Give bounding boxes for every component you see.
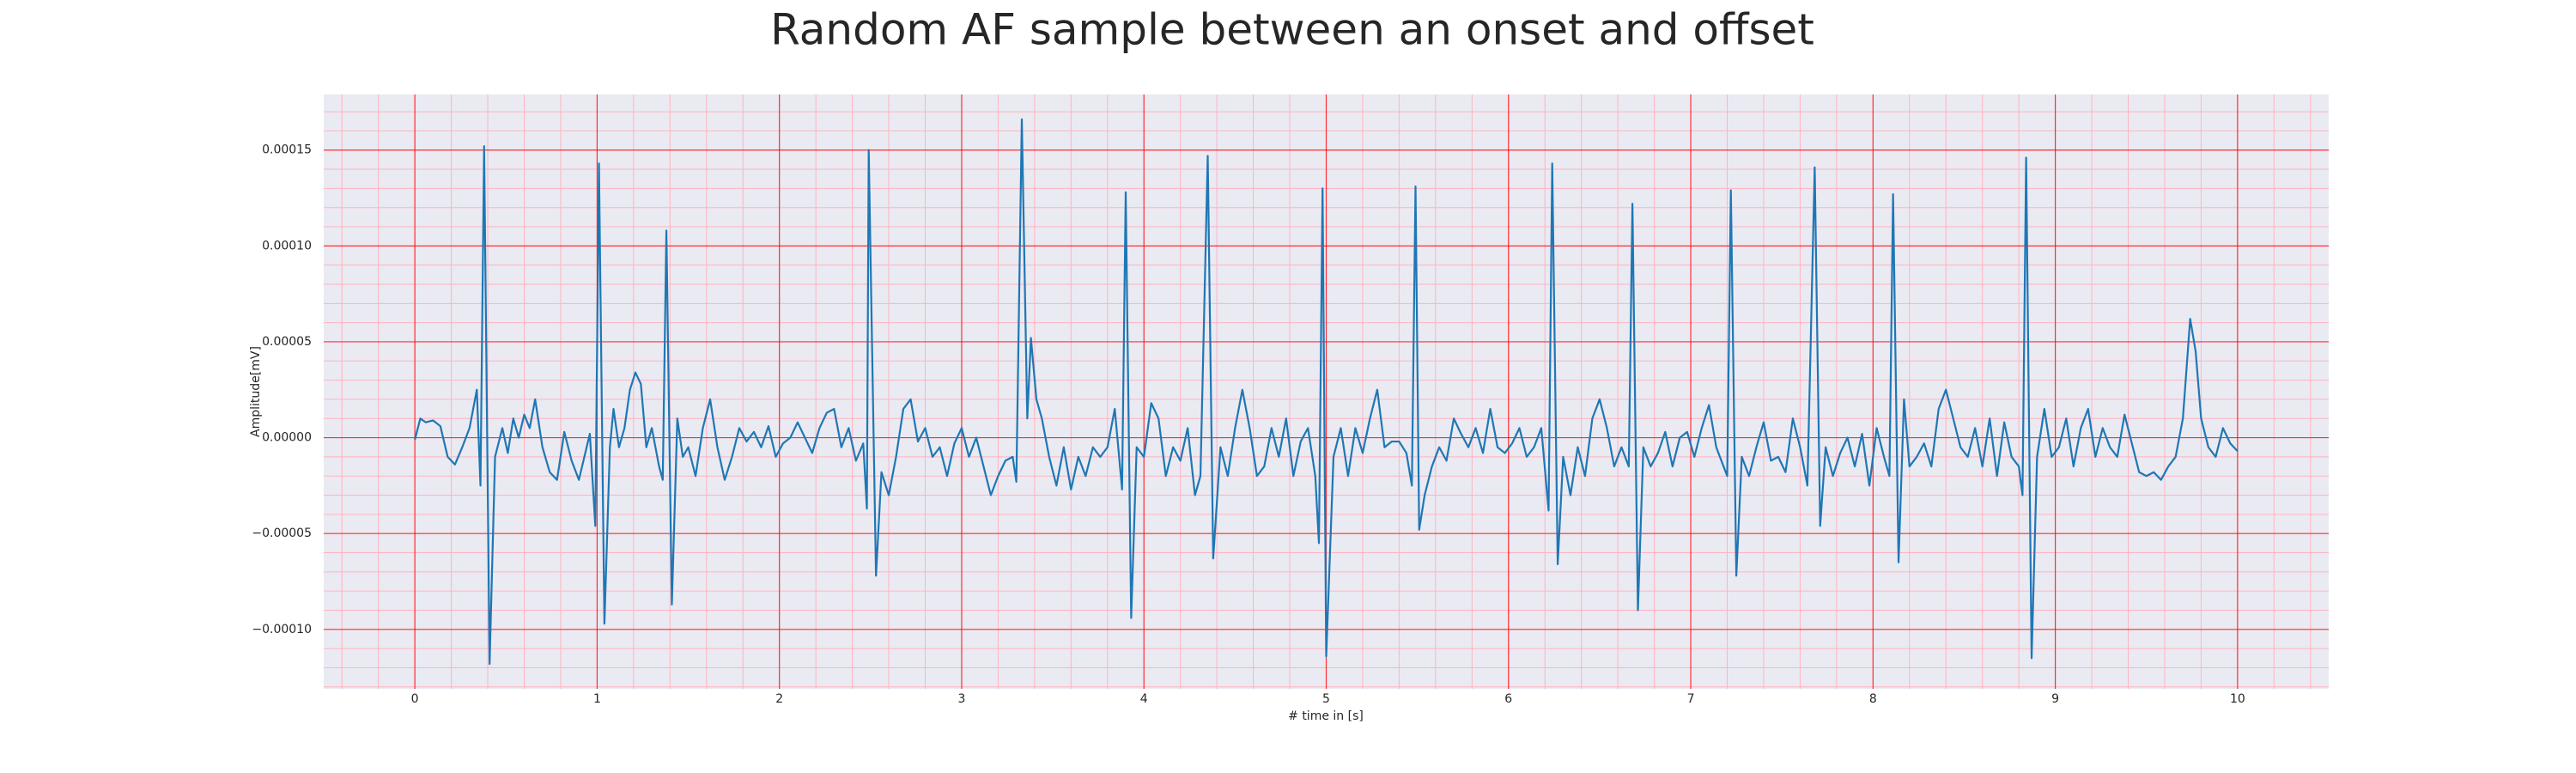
y-tick-label: 0.00010: [262, 239, 312, 253]
x-tick-label: 3: [957, 692, 965, 706]
x-tick-label: 10: [2230, 692, 2245, 706]
x-tick-label: 8: [1869, 692, 1877, 706]
x-axis-label: # time in [s]: [1288, 709, 1364, 723]
y-tick-label: 0.00005: [262, 335, 312, 349]
y-tick-label: 0.00015: [262, 143, 312, 157]
x-tick-label: 6: [1504, 692, 1512, 706]
y-tick-label: −0.00005: [252, 526, 312, 540]
x-tick-label: 5: [1322, 692, 1330, 706]
signal-line: [414, 118, 2239, 666]
x-tick-label: 9: [2051, 692, 2059, 706]
y-tick-label: −0.00010: [252, 623, 312, 636]
x-tick-label: 1: [593, 692, 601, 706]
x-tick-label: 7: [1687, 692, 1695, 706]
x-tick-label: 4: [1140, 692, 1148, 706]
chart-title: Random AF sample between an onset and of…: [770, 5, 1814, 55]
y-axis-label: Amplitude[mV]: [249, 346, 263, 437]
x-tick-label: 0: [411, 692, 419, 706]
x-tick-label: 2: [775, 692, 783, 706]
y-tick-label: 0.00000: [262, 431, 312, 445]
